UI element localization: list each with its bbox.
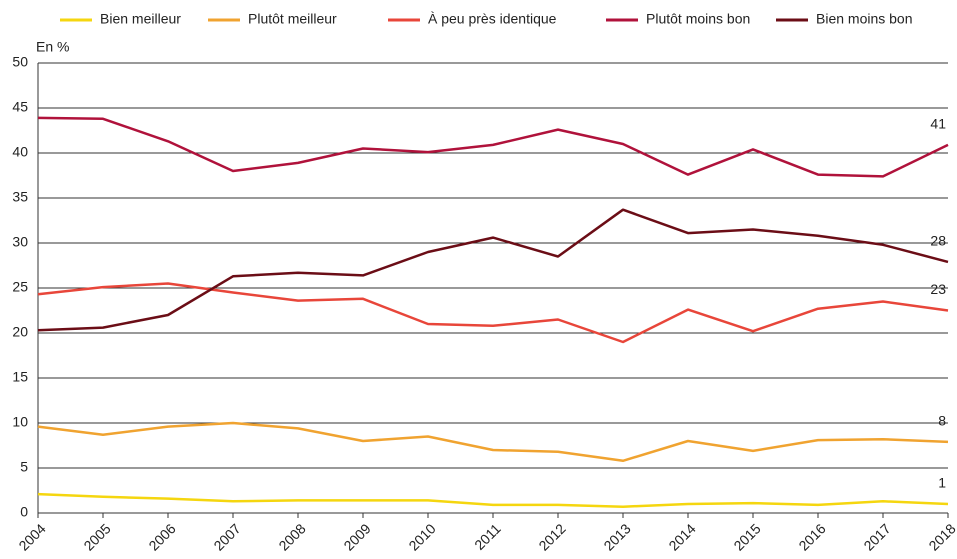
x-tick-label: 2012 [535, 520, 568, 553]
x-tick-label: 2014 [665, 520, 698, 553]
y-tick-label: 45 [12, 99, 28, 115]
y-tick-label: 35 [12, 189, 28, 205]
x-tick-label: 2015 [730, 520, 763, 553]
x-tick-label: 2005 [80, 520, 113, 553]
legend-label: Bien moins bon [816, 11, 913, 27]
y-tick-label: 25 [12, 279, 28, 295]
value-label: 41 [930, 116, 946, 132]
x-tick-label: 2016 [795, 520, 828, 553]
x-tick-label: 2013 [600, 520, 633, 553]
y-tick-label: 40 [12, 144, 28, 160]
legend-label: Plutôt meilleur [248, 11, 337, 27]
data-line [37, 116, 949, 178]
y-tick-label: 50 [12, 54, 28, 70]
x-tick-label: 2009 [340, 520, 373, 553]
x-tick-label: 2004 [15, 520, 48, 553]
legend-label: Plutôt moins bon [646, 11, 750, 27]
data-line [37, 208, 949, 332]
data-line [37, 421, 949, 463]
y-tick-label: 0 [20, 504, 28, 520]
x-tick-label: 2018 [925, 520, 957, 553]
y-tick-label: 10 [12, 414, 28, 430]
value-label: 28 [930, 233, 946, 249]
legend-label: Bien meilleur [100, 11, 181, 27]
x-tick-label: 2007 [210, 520, 243, 553]
y-tick-label: 20 [12, 324, 28, 340]
data-line [37, 282, 949, 344]
y-axis-label: En % [36, 39, 69, 55]
data-line [37, 492, 949, 508]
x-tick-label: 2010 [405, 520, 438, 553]
x-tick-label: 2008 [275, 520, 308, 553]
x-tick-label: 2017 [860, 520, 893, 553]
x-tick-label: 2006 [145, 520, 178, 553]
value-label: 8 [938, 413, 946, 429]
value-label: 1 [938, 475, 946, 491]
x-tick-label: 2011 [471, 520, 504, 553]
y-tick-label: 15 [12, 369, 28, 385]
value-label: 23 [930, 281, 946, 297]
y-tick-label: 30 [12, 234, 28, 250]
legend-label: À peu près identique [428, 11, 557, 27]
y-tick-label: 5 [20, 459, 28, 475]
